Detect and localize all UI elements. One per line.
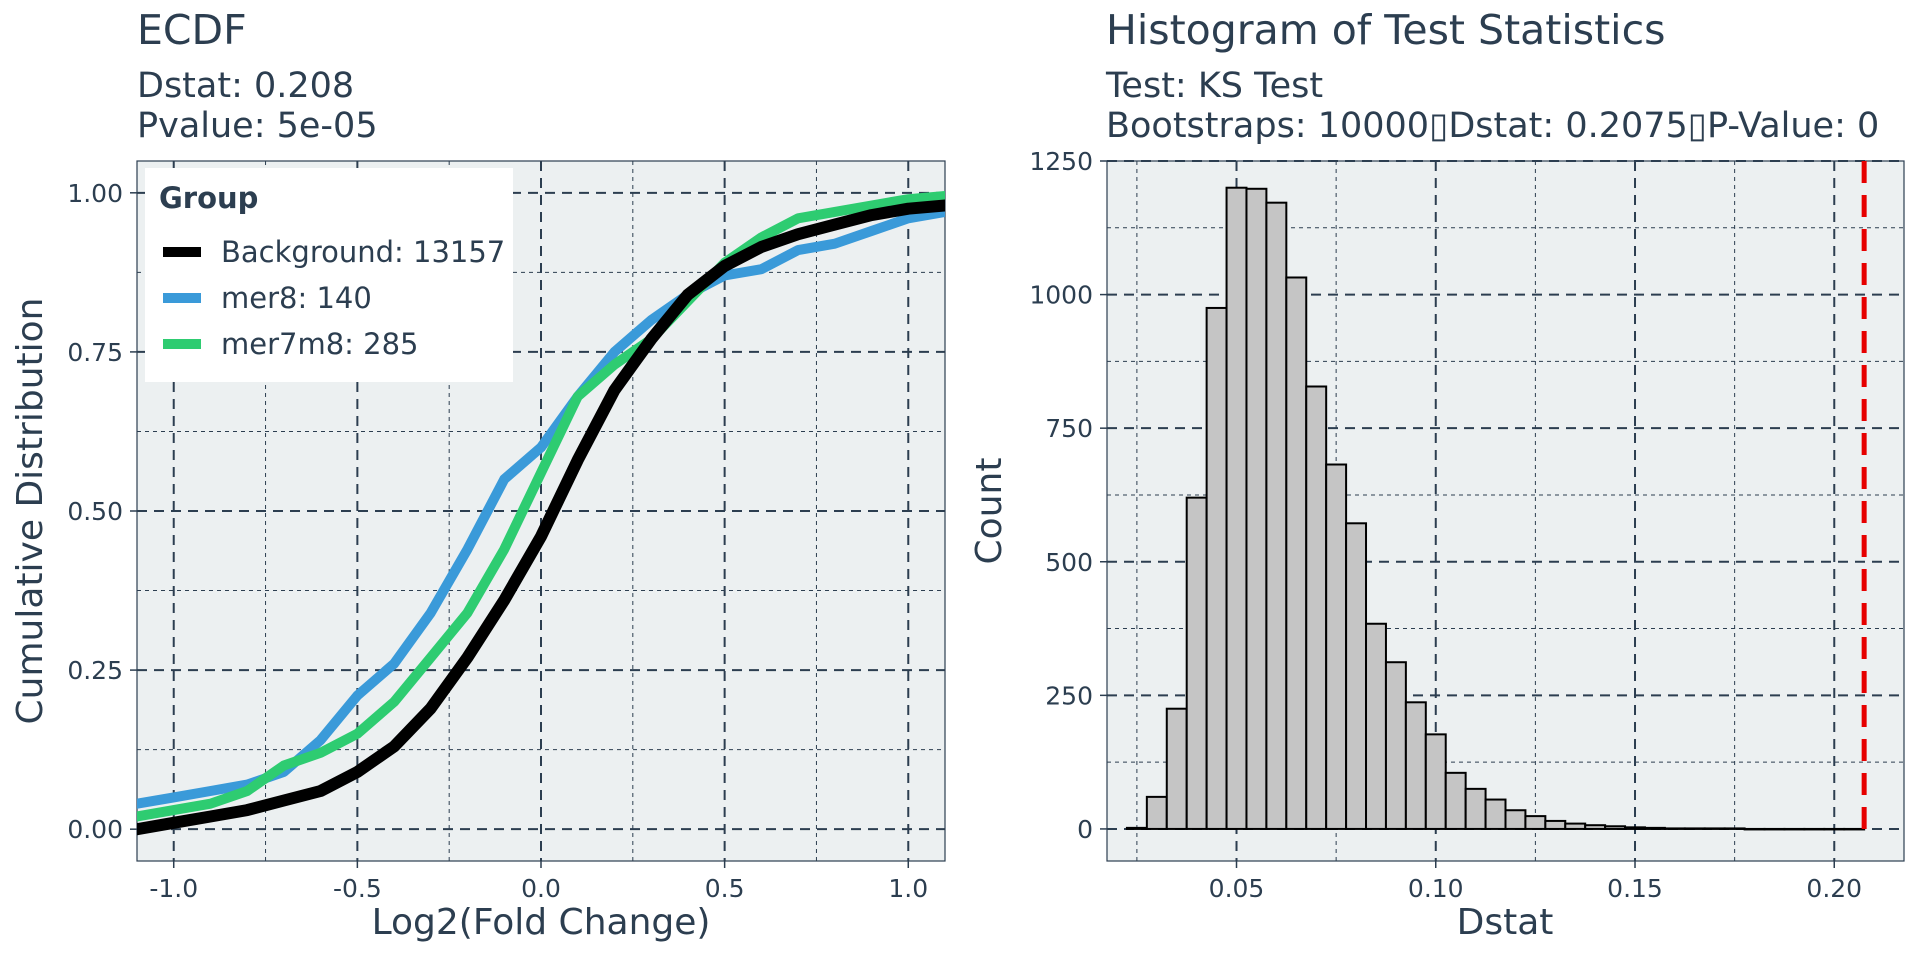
histogram-bar (1484, 798, 1507, 830)
legend-key-mer7m8 (163, 339, 201, 349)
ecdf-subtitle-line-2: Pvalue: 5e-05 (137, 106, 378, 146)
histogram-bar (1743, 827, 1766, 831)
ecdf-x-axis-label: Log2(Fold Change) (372, 902, 711, 943)
histogram-bar (1783, 827, 1806, 831)
histogram-bar (1643, 826, 1666, 830)
histogram-bar (1703, 827, 1726, 830)
ecdf-gridlines (137, 161, 945, 861)
histogram-bar (1464, 787, 1487, 830)
histogram-bar (1424, 733, 1447, 830)
histogram-bar (1823, 827, 1846, 831)
x-tick-label: 1.0 (888, 874, 928, 903)
y-tick-label: 250 (1045, 681, 1093, 710)
histogram-bar (1165, 707, 1188, 830)
histogram-bar (1205, 306, 1228, 830)
histogram-bar (1145, 795, 1168, 830)
y-tick-label: 0.50 (67, 497, 123, 526)
legend-box (145, 168, 513, 382)
x-tick-label: -0.5 (333, 874, 382, 903)
histogram-bar (1444, 771, 1467, 830)
histogram-panel: Histogram of Test Statistics Test: KS Te… (969, 6, 1905, 943)
histogram-bar (1604, 825, 1627, 830)
ecdf-y-axis-label: Cumulative Distribution (10, 298, 51, 725)
histogram-y-ticks: 0 250 500 750 1000 1250 (1029, 147, 1107, 844)
histogram-bar (1723, 827, 1746, 830)
ecdf-title: ECDF (137, 6, 247, 54)
x-tick-label: 0.5 (705, 874, 745, 903)
histogram-bar (1185, 496, 1208, 830)
histogram-bar (1524, 815, 1547, 830)
histogram-bar (1325, 463, 1348, 830)
y-tick-label: 1.00 (67, 179, 123, 208)
ecdf-x-ticks: -1.0 -0.5 0.0 0.5 1.0 (149, 861, 928, 903)
histogram-bar (1305, 385, 1328, 830)
x-tick-label: 0.20 (1806, 874, 1862, 903)
legend-label-mer7m8: mer7m8: 285 (221, 327, 419, 361)
histogram-bar (1384, 661, 1407, 830)
histogram-y-axis-label: Count (969, 458, 1010, 565)
y-tick-label: 0.00 (67, 815, 123, 844)
histogram-bar (1803, 827, 1826, 831)
ecdf-line-mer7m8 (137, 191, 945, 822)
histogram-bar (1504, 809, 1527, 830)
legend-key-mer8 (163, 293, 201, 303)
histogram-bar (1245, 187, 1268, 830)
histogram-bar (1345, 522, 1368, 830)
ecdf-y-ticks: 0.00 0.25 0.50 0.75 1.00 (67, 179, 137, 844)
y-tick-label: 0.75 (67, 338, 123, 367)
histogram-bar (1624, 826, 1646, 830)
x-tick-label: 0.0 (521, 874, 561, 903)
histogram-bar (1763, 827, 1786, 831)
ecdf-series-lines (137, 191, 945, 836)
histogram-x-axis-label: Dstat (1457, 902, 1554, 943)
x-tick-label: -1.0 (149, 874, 198, 903)
ecdf-subtitle-line-1: Dstat: 0.208 (137, 66, 354, 106)
ecdf-line-background (137, 199, 945, 836)
histogram-bar (1125, 826, 1148, 830)
ecdf-panel: ECDF Dstat: 0.208 Pvalue: 5e-05 -1.0 -0.5… (10, 6, 946, 943)
histogram-subtitle-line-2: Bootstraps: 10000▯Dstat: 0.2075▯P-Value:… (1106, 106, 1879, 146)
histogram-bar (1365, 622, 1387, 830)
histogram-bar (1663, 827, 1686, 830)
x-tick-label: 0.05 (1209, 874, 1265, 903)
legend-title: Group (159, 181, 258, 215)
legend-key-background (163, 247, 201, 257)
histogram-bar (1225, 186, 1248, 830)
histogram-title: Histogram of Test Statistics (1106, 6, 1665, 54)
y-tick-label: 0 (1077, 815, 1093, 844)
x-tick-label: 0.10 (1408, 874, 1464, 903)
ecdf-legend: Group Background: 13157 mer8: 140 mer7m8… (145, 168, 513, 382)
legend-label-background: Background: 13157 (221, 235, 505, 269)
histogram-bar (1564, 822, 1587, 830)
histogram-bar (1683, 827, 1706, 830)
y-tick-label: 500 (1045, 548, 1093, 577)
histogram-bar (1265, 201, 1288, 830)
histogram-bar (1544, 819, 1567, 830)
legend-label-mer8: mer8: 140 (221, 281, 372, 315)
histogram-x-ticks: 0.05 0.10 0.15 0.20 (1209, 861, 1862, 903)
y-tick-label: 1000 (1029, 281, 1093, 310)
histogram-bar (1584, 824, 1607, 830)
histogram-subtitle-line-1: Test: KS Test (1105, 66, 1323, 106)
x-tick-label: 0.15 (1607, 874, 1663, 903)
y-tick-label: 0.25 (67, 656, 123, 685)
histogram-bar (1843, 827, 1866, 831)
histogram-bars (1125, 186, 1866, 831)
y-tick-label: 1250 (1029, 147, 1093, 176)
histogram-bar (1404, 701, 1427, 830)
histogram-bar (1285, 276, 1308, 830)
y-tick-label: 750 (1045, 414, 1093, 443)
